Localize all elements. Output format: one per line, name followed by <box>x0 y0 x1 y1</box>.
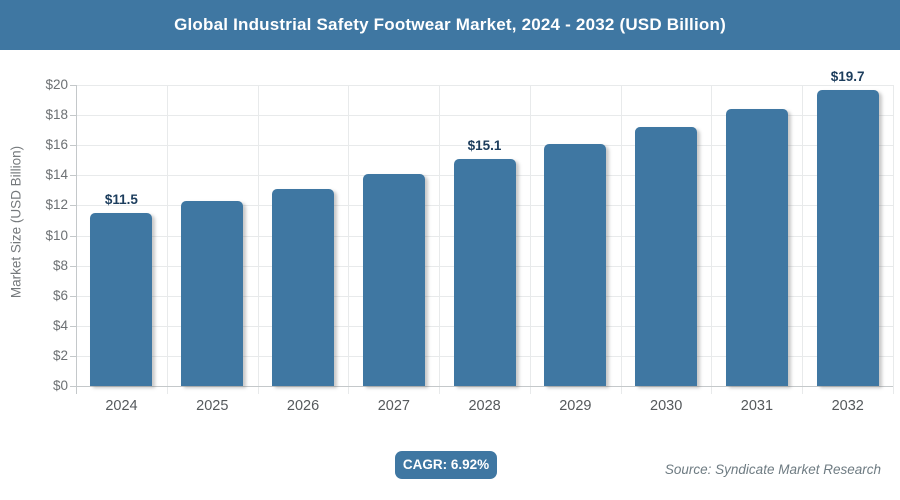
gridline-vertical <box>439 85 441 394</box>
bar-2029 <box>544 143 607 386</box>
y-tick-label: $0 <box>52 378 68 393</box>
y-tick-label: $12 <box>45 197 68 213</box>
y-tick-mark <box>70 235 76 237</box>
y-tick-mark <box>70 325 76 327</box>
bar-2031 <box>725 109 788 386</box>
x-tick-label: 2028 <box>468 398 501 414</box>
gridline-vertical <box>620 85 622 394</box>
x-tick-label: 2026 <box>286 398 320 414</box>
gridline-vertical <box>529 85 531 394</box>
y-tick-label: $14 <box>45 167 68 183</box>
x-axis-line <box>70 386 893 387</box>
bar-2030 <box>635 127 698 386</box>
x-tick-label: 2031 <box>740 398 774 414</box>
x-tick-label: 2024 <box>105 398 138 414</box>
plot-area: $11.5 $15.1 $19.7 <box>70 69 894 394</box>
bar-value-label: $11.5 <box>104 191 138 207</box>
x-tick-label: 2027 <box>377 398 410 414</box>
gridline-vertical <box>802 85 804 394</box>
x-tick-label: 2025 <box>196 398 229 414</box>
source-note: Source: Syndicate Market Research <box>664 462 881 477</box>
y-tick-label: $6 <box>52 287 68 303</box>
y-tick-label: $10 <box>45 227 68 243</box>
bar-value-label: $19.7 <box>830 68 865 84</box>
gridline-vertical <box>711 85 713 394</box>
y-tick-label: $16 <box>45 137 68 153</box>
bar-value-label: $15.1 <box>467 137 502 153</box>
chart-title: Global Industrial Safety Footwear Market… <box>174 15 726 34</box>
y-tick-mark <box>70 85 76 86</box>
gridline-horizontal <box>76 145 893 147</box>
y-tick-label: $8 <box>52 257 68 273</box>
y-axis-line <box>76 85 77 394</box>
gridline-vertical <box>348 85 350 394</box>
chart-title-bar: Global Industrial Safety Footwear Market… <box>0 0 900 50</box>
y-tick-mark <box>70 175 76 177</box>
y-tick-label: $20 <box>45 77 68 92</box>
y-tick-mark <box>70 115 76 117</box>
gridline-horizontal <box>76 85 893 86</box>
x-tick-label: 2030 <box>650 398 683 414</box>
y-tick-label: $2 <box>52 347 68 363</box>
bar-2027 <box>362 173 425 386</box>
cagr-badge: CAGR: 6.92% <box>395 451 497 479</box>
bar-2024 <box>90 212 153 386</box>
y-tick-mark <box>70 205 76 207</box>
x-tick-label: 2032 <box>831 398 864 414</box>
x-tick-label: 2029 <box>559 398 592 414</box>
bar-2032 <box>816 89 879 386</box>
y-tick-mark <box>70 386 76 387</box>
bar-2025 <box>181 200 244 386</box>
gridline-vertical <box>166 85 168 394</box>
gridline-horizontal <box>76 115 893 117</box>
y-tick-mark <box>70 145 76 147</box>
gridline-vertical <box>893 85 894 394</box>
bar-2028 <box>453 158 516 386</box>
gridline-vertical <box>257 85 259 394</box>
y-tick-mark <box>70 295 76 297</box>
bar-2026 <box>271 188 334 386</box>
y-tick-mark <box>70 265 76 267</box>
y-tick-mark <box>70 355 76 357</box>
y-tick-label: $4 <box>52 317 68 333</box>
y-tick-label: $18 <box>45 107 68 123</box>
